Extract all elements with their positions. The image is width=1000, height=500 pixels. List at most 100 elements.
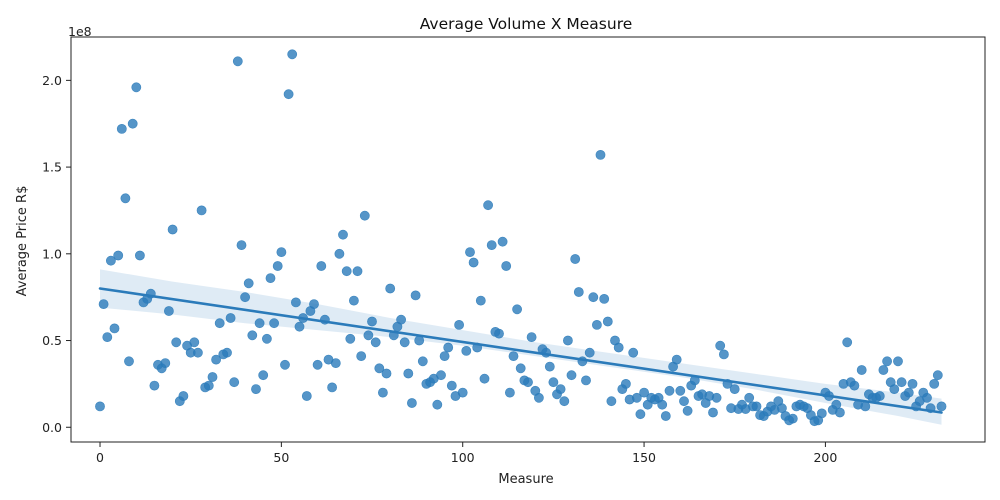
scatter-point: [628, 347, 639, 358]
scatter-point: [276, 247, 287, 257]
scatter-point: [559, 396, 570, 407]
scatter-point: [566, 370, 577, 381]
scatter-point: [563, 335, 573, 346]
scatter-point: [570, 254, 581, 264]
scatter-point: [896, 377, 907, 388]
scatter-point: [283, 89, 294, 100]
scatter-point: [196, 205, 207, 216]
scatter-point: [127, 118, 138, 129]
scatter-point: [363, 330, 374, 341]
scatter-point: [160, 358, 171, 368]
scatter-point: [240, 292, 250, 303]
scatter-point: [396, 314, 406, 325]
scatter-point: [171, 337, 182, 348]
scatter-point: [454, 319, 464, 330]
scatter-point: [102, 332, 113, 342]
scatter-point: [639, 387, 649, 398]
plot-frame: [70, 36, 986, 443]
scatter-point: [417, 356, 428, 367]
regression-line-layer: [98, 287, 943, 414]
scatter-point: [338, 229, 348, 240]
scatter-point: [120, 193, 131, 204]
scatter-point: [588, 292, 599, 303]
scatter-point: [330, 358, 341, 368]
scatter-point: [922, 392, 932, 403]
scatter-point: [631, 392, 642, 403]
scatter-point: [290, 297, 301, 308]
confidence-band-layer: [100, 269, 942, 425]
scatter-point: [544, 361, 555, 372]
scatter-point: [465, 247, 475, 257]
scatter-point: [247, 330, 258, 341]
scatter-point: [602, 316, 613, 327]
y-tick-label: 2.0: [42, 73, 62, 88]
scatter-point: [399, 337, 410, 348]
scatter-point: [512, 304, 522, 315]
scatter-point: [874, 391, 885, 401]
scatter-point: [370, 337, 381, 348]
x-tick-label: 0: [96, 450, 104, 465]
y-tick-label: 0.5: [42, 333, 62, 348]
scatter-point: [581, 375, 591, 386]
scatter-point: [163, 306, 174, 316]
scatter-point: [657, 399, 668, 410]
scatter-point: [272, 261, 283, 271]
scatter-point: [504, 387, 515, 398]
x-tick-label: 100: [451, 450, 475, 465]
scatter-point: [882, 356, 892, 367]
scatter-point: [903, 387, 914, 398]
scatter-point: [483, 200, 493, 211]
axes-layer: 0 50 100 150 200 0.0 0.5 1.0 1.5 2.0: [42, 36, 986, 465]
y-offset-label: 1e8: [68, 24, 92, 39]
scatter-point: [294, 321, 305, 332]
scatter-point: [116, 123, 127, 134]
x-axis-title: Measure: [498, 472, 553, 487]
scatter-point: [573, 287, 584, 297]
scatter-point: [816, 408, 827, 419]
scatter-point: [243, 278, 254, 289]
scatter-point: [475, 295, 486, 306]
scatter-point: [494, 328, 504, 339]
scatter-point: [356, 351, 367, 361]
scatter-point: [367, 316, 377, 327]
x-tick-label: 50: [273, 450, 289, 465]
scatter-point: [446, 380, 457, 391]
scatter-point: [225, 313, 236, 323]
scatter-point: [457, 387, 468, 398]
scatter-point: [584, 347, 595, 358]
scatter-point: [109, 323, 120, 334]
scatter-point: [134, 250, 145, 261]
scatter-point: [149, 380, 160, 391]
scatter-point: [479, 373, 490, 384]
scatter-point: [214, 318, 225, 329]
scatter-point: [787, 413, 798, 424]
points-layer: [95, 49, 947, 427]
scatter-point: [410, 290, 421, 301]
scatter-point: [592, 319, 602, 330]
scatter-point: [309, 299, 319, 309]
y-axis-title: Average Price R$: [15, 186, 30, 297]
scatter-point: [842, 337, 853, 348]
scatter-point: [932, 370, 943, 381]
scatter-point: [403, 368, 414, 379]
scatter-point: [486, 240, 497, 250]
scatter-point: [461, 345, 472, 356]
scatter-point: [316, 261, 327, 271]
scatter-point: [348, 295, 359, 306]
scatter-point: [124, 356, 134, 367]
scatter-point: [95, 401, 105, 412]
scatter-point: [497, 236, 508, 247]
scatter-point: [301, 391, 312, 401]
scatter-point: [508, 351, 519, 361]
scatter-point: [334, 248, 345, 259]
scatter-point: [719, 349, 729, 360]
scatter-point: [207, 372, 218, 382]
scatter-point: [406, 398, 417, 408]
scatter-point: [893, 356, 903, 367]
scatter-point: [261, 333, 272, 344]
scatter-point: [613, 342, 624, 353]
scatter-point: [327, 382, 337, 393]
scatter-point: [599, 293, 610, 304]
scatter-point: [501, 261, 512, 271]
scatter-point: [345, 333, 356, 344]
